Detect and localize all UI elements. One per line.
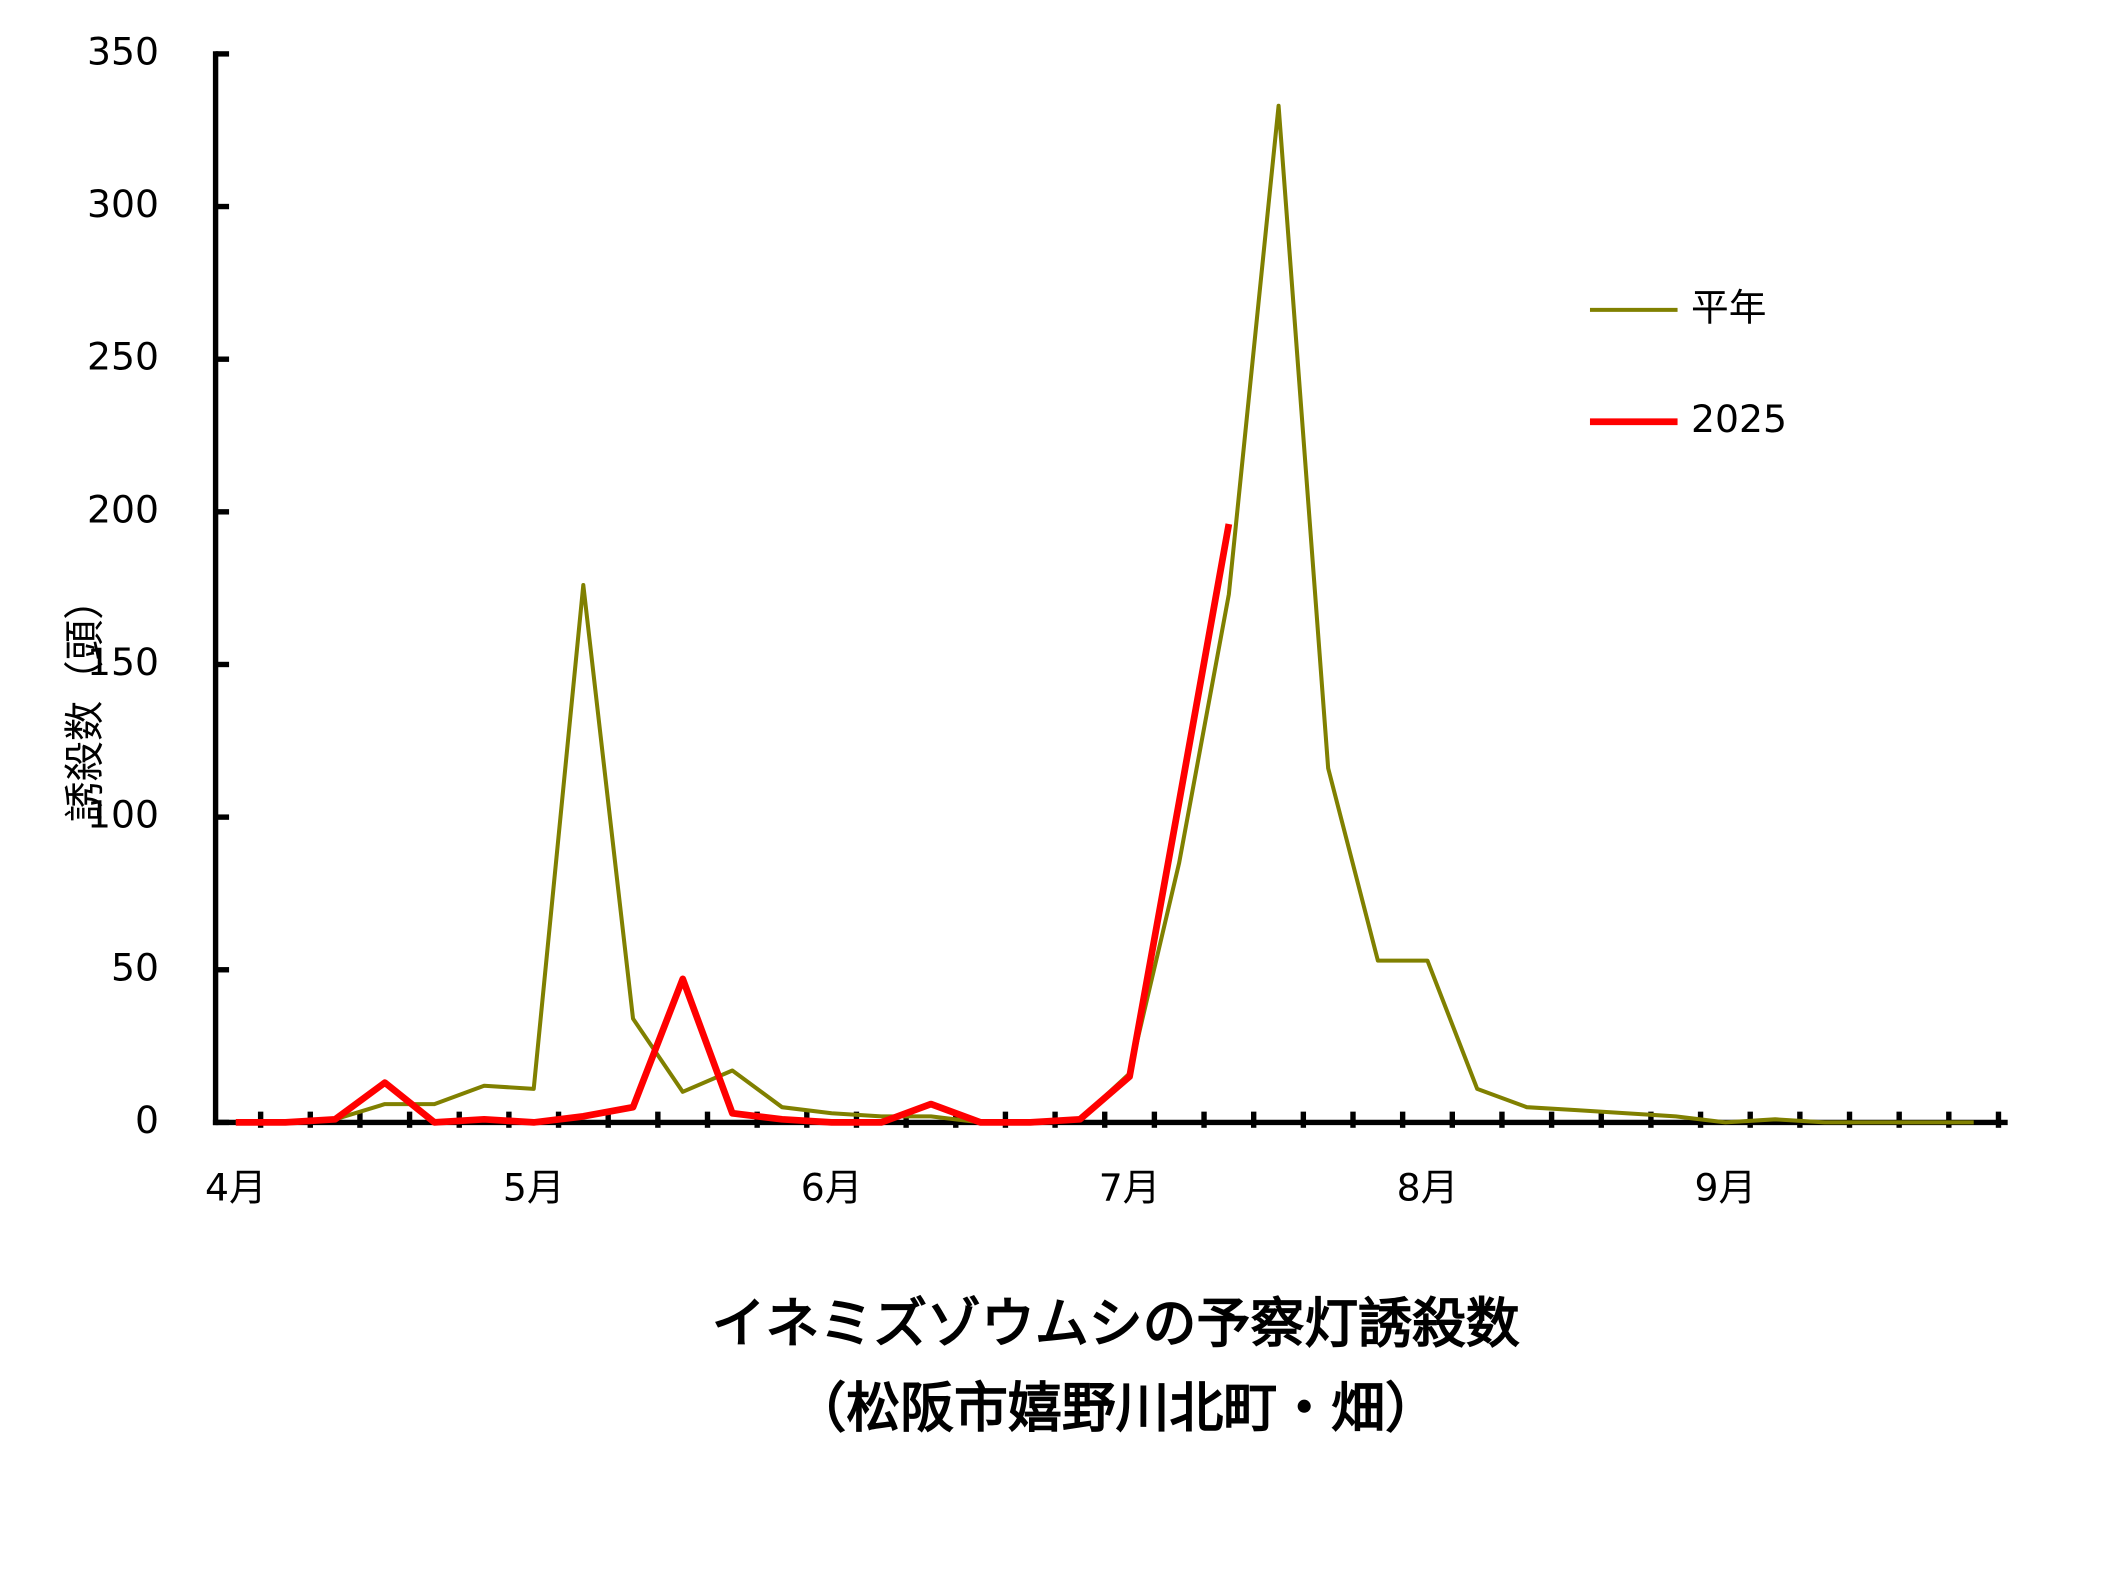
y-tick-label: 150	[87, 640, 159, 684]
y-tick-label: 50	[111, 945, 159, 989]
y-tick-label: 100	[87, 793, 159, 837]
x-tick-label: 5月	[503, 1165, 565, 1209]
legend-label: 2025	[1691, 397, 1787, 441]
x-tick-label: 7月	[1099, 1165, 1161, 1209]
x-tick-label: 4月	[205, 1165, 267, 1209]
y-axis-label: 誘殺数（頭）	[61, 579, 109, 821]
y-tick-label: 300	[87, 182, 159, 226]
legend-label: 平年	[1691, 285, 1766, 329]
y-tick-label: 0	[135, 1098, 159, 1142]
series-line	[235, 103, 1974, 1125]
x-tick-label: 6月	[801, 1165, 863, 1209]
chart-subtitle: （松阪市嬉野川北町・畑）	[792, 1377, 1438, 1440]
x-tick-label: 9月	[1695, 1165, 1757, 1209]
y-tick-label: 250	[87, 335, 159, 379]
series-line	[235, 523, 1233, 1126]
y-tick-label: 200	[87, 487, 159, 531]
x-tick-label: 8月	[1397, 1165, 1459, 1209]
chart-title: イネミズゾウムシの予察灯誘殺数	[712, 1292, 1520, 1355]
y-tick-label: 350	[87, 29, 159, 73]
